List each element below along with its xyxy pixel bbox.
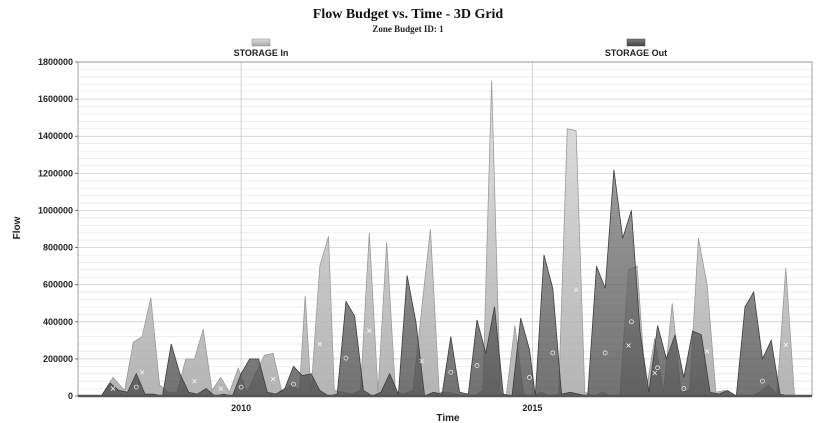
data-point-storage-in — [652, 370, 657, 376]
y-tick-label: 600000 — [43, 280, 73, 290]
x-axis-label: Time — [436, 413, 460, 423]
data-point-storage-out — [238, 384, 244, 390]
legend-swatch-storage-in — [251, 38, 271, 47]
data-point-storage-out — [527, 375, 532, 380]
data-point-storage-in — [573, 287, 579, 293]
y-tick-label: 1200000 — [38, 168, 73, 178]
y-tick-label: 1600000 — [38, 94, 73, 104]
data-point-storage-out — [681, 386, 687, 391]
data-point-storage-in — [317, 341, 323, 347]
y-tick-label: 0 — [68, 391, 73, 401]
data-point-storage-in — [270, 376, 276, 382]
series-layer — [100, 80, 807, 397]
chart-legend: STORAGE In STORAGE Out — [234, 38, 667, 58]
series-area-storage-out — [100, 169, 807, 397]
legend-label-storage-in: STORAGE In — [234, 48, 289, 58]
data-point-storage-out — [550, 350, 556, 356]
data-point-storage-out — [629, 319, 634, 325]
plot-frame — [77, 61, 813, 398]
data-point-storage-in — [366, 328, 372, 333]
data-point-storage-out — [291, 381, 296, 387]
chart-title: Flow Budget vs. Time - 3D Grid — [313, 7, 504, 22]
y-tick-label: 1400000 — [38, 131, 73, 141]
data-point-storage-in — [139, 369, 145, 375]
y-tick-label: 1000000 — [38, 205, 73, 215]
plot-area — [77, 61, 813, 398]
data-point-storage-in — [419, 358, 424, 364]
legend-swatch-storage-out — [626, 38, 646, 47]
data-point-storage-in — [110, 386, 116, 391]
legend-label-storage-out: STORAGE Out — [605, 48, 667, 58]
data-point-storage-out — [760, 378, 765, 384]
y-tick-label: 200000 — [43, 354, 73, 364]
data-point-storage-in — [218, 386, 224, 391]
data-point-storage-in — [626, 343, 631, 348]
data-point-storage-in — [192, 378, 197, 384]
chart-subtitle: Zone Budget ID: 1 — [372, 24, 444, 34]
data-point-storage-out — [474, 363, 480, 368]
data-point-storage-out — [602, 350, 608, 356]
y-tick-label: 1800000 — [38, 57, 73, 67]
data-point-storage-out — [343, 355, 349, 361]
x-tick-label: 2015 — [522, 403, 542, 413]
y-tick-label: 800000 — [43, 243, 73, 253]
y-axis-label: Flow — [12, 216, 23, 239]
x-axis: 2010 2015 — [231, 403, 542, 413]
data-point-storage-in — [704, 349, 710, 354]
y-tick-label: 400000 — [43, 317, 73, 327]
data-point-storage-out — [448, 369, 454, 375]
x-tick-label: 2010 — [231, 403, 251, 413]
data-point-storage-in — [783, 342, 789, 348]
data-point-storage-out — [655, 365, 661, 371]
data-point-storage-out — [133, 384, 139, 390]
y-axis: 0 200000 400000 600000 800000 1000000 1200000 1… — [38, 57, 78, 401]
